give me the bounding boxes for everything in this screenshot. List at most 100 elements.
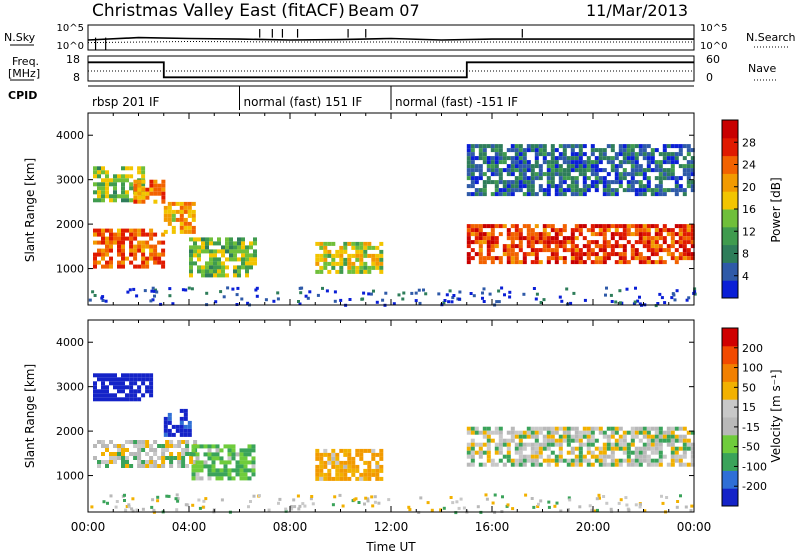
data-cell — [105, 186, 109, 191]
data-cell — [237, 245, 241, 250]
data-cell — [478, 148, 483, 153]
data-cell — [233, 241, 237, 246]
data-cell — [510, 232, 515, 237]
data-cell — [469, 292, 473, 295]
data-cell — [363, 261, 368, 266]
data-cell — [566, 188, 571, 193]
data-cell — [131, 509, 135, 513]
data-cell — [211, 444, 216, 449]
data-cell — [133, 456, 138, 460]
data-cell — [199, 476, 204, 481]
data-cell — [622, 446, 627, 451]
data-cell — [339, 298, 343, 302]
data-cell — [510, 462, 515, 467]
data-cell — [610, 148, 615, 153]
data-cell — [506, 503, 510, 507]
data-cell — [171, 432, 176, 437]
data-cell — [578, 454, 583, 459]
data-cell — [113, 232, 117, 237]
data-cell — [590, 160, 595, 165]
data-cell — [646, 454, 651, 459]
data-cell — [534, 156, 539, 161]
data-cell — [430, 508, 434, 512]
data-cell — [666, 232, 671, 237]
data-cell — [153, 448, 158, 452]
data-cell — [574, 446, 579, 451]
data-cell — [165, 440, 170, 444]
data-cell — [123, 499, 126, 502]
data-cell — [197, 498, 201, 502]
data-cell — [666, 172, 671, 177]
data-cell — [157, 183, 162, 188]
data-cell — [375, 460, 380, 465]
data-cell — [538, 184, 543, 189]
data-cell — [542, 298, 546, 302]
data-cell — [590, 232, 595, 237]
data-cell — [470, 450, 475, 455]
data-cell — [490, 192, 495, 197]
data-cell — [209, 249, 213, 254]
data-cell — [686, 228, 691, 233]
data-cell — [626, 144, 631, 149]
data-cell — [466, 256, 471, 261]
data-cell — [534, 446, 539, 451]
data-cell — [129, 440, 134, 444]
data-cell — [323, 241, 328, 246]
data-cell — [666, 438, 671, 443]
data-cell — [526, 184, 531, 189]
data-cell — [88, 298, 92, 302]
data-cell — [213, 257, 217, 262]
data-cell — [379, 452, 384, 457]
data-cell — [538, 430, 543, 435]
data-cell — [343, 257, 348, 262]
data-cell — [486, 430, 491, 435]
data-cell — [367, 460, 372, 465]
data-cell — [442, 506, 446, 510]
data-cell — [650, 236, 655, 241]
data-cell — [149, 456, 154, 460]
data-cell — [149, 385, 154, 390]
data-cell — [494, 462, 499, 467]
data-cell — [518, 458, 523, 463]
data-cell — [277, 501, 280, 505]
data-cell — [526, 168, 531, 173]
data-cell — [602, 180, 607, 185]
data-cell — [502, 442, 507, 447]
data-cell — [554, 248, 559, 253]
data-cell — [622, 458, 627, 463]
data-cell — [514, 148, 519, 153]
colorbar-tick-label: 15 — [742, 401, 756, 414]
data-cell — [486, 438, 491, 443]
data-cell — [199, 468, 204, 473]
data-cell — [251, 444, 256, 449]
data-cell — [105, 252, 109, 257]
data-cell — [93, 260, 97, 265]
data-cell — [101, 228, 105, 233]
data-cell — [682, 454, 687, 459]
data-cell — [530, 454, 535, 459]
data-cell — [670, 458, 675, 463]
data-cell — [666, 434, 671, 439]
data-cell — [470, 168, 475, 173]
data-cell — [105, 240, 109, 245]
data-cell — [678, 446, 683, 451]
data-cell — [582, 144, 587, 149]
data-cell — [574, 224, 579, 229]
data-cell — [666, 252, 671, 257]
data-cell — [219, 472, 224, 477]
data-cell — [245, 273, 249, 278]
data-cell — [514, 446, 519, 451]
data-cell — [618, 144, 623, 149]
data-cell — [347, 456, 352, 461]
data-cell — [490, 168, 495, 173]
data-cell — [165, 494, 169, 498]
data-cell — [175, 217, 180, 222]
data-cell — [638, 462, 643, 467]
data-cell — [347, 476, 352, 481]
data-cell — [586, 252, 591, 257]
data-cell — [470, 164, 475, 169]
data-cell — [594, 454, 599, 459]
data-cell — [472, 294, 476, 298]
data-cell — [582, 152, 587, 157]
